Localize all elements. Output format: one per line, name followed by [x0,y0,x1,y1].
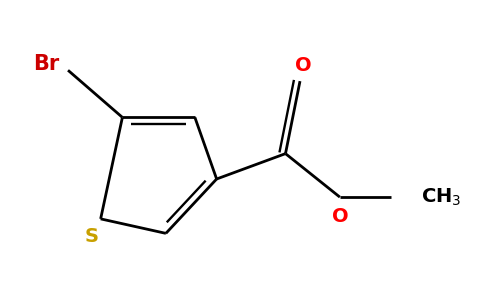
Text: O: O [295,56,312,75]
Text: S: S [84,227,98,247]
Text: Br: Br [33,55,60,74]
Text: CH$_3$: CH$_3$ [421,187,461,208]
Text: O: O [332,207,348,226]
